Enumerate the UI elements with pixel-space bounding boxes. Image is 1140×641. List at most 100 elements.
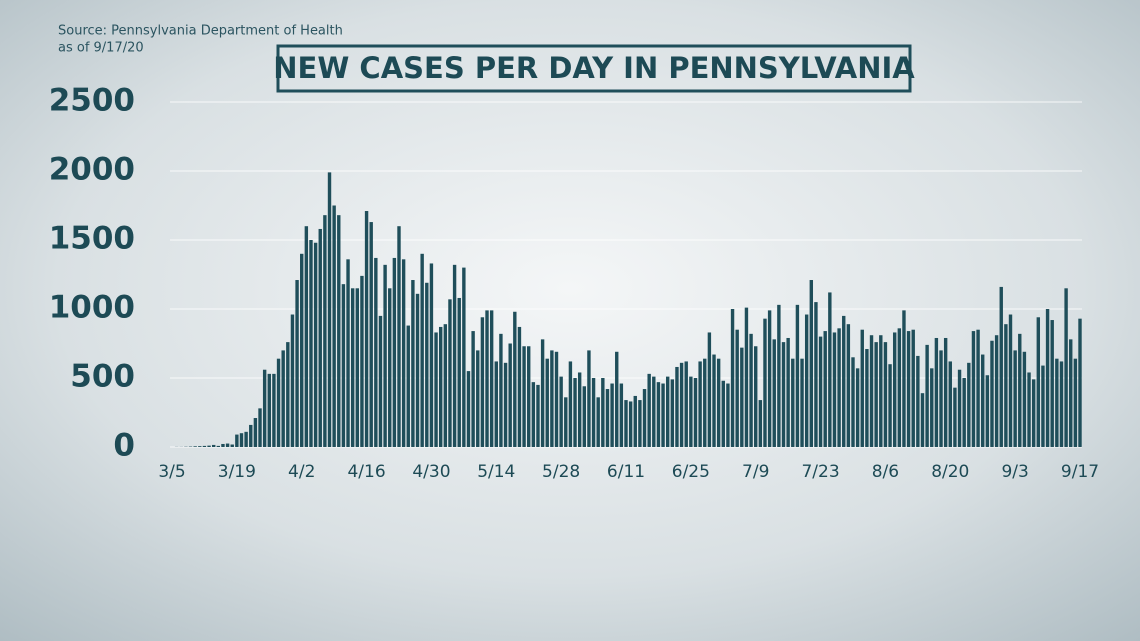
bar xyxy=(601,378,605,447)
bar xyxy=(457,297,461,447)
bar xyxy=(318,228,322,447)
bar xyxy=(707,332,712,447)
bar xyxy=(670,379,675,447)
bar xyxy=(346,259,350,447)
bar xyxy=(304,226,309,447)
bar xyxy=(633,395,637,447)
bar xyxy=(448,299,452,447)
bar xyxy=(531,382,536,447)
bar xyxy=(267,373,271,447)
bar xyxy=(892,332,897,447)
bar xyxy=(1041,365,1045,447)
bar xyxy=(624,400,628,447)
bar xyxy=(934,337,939,447)
bar xyxy=(596,397,600,447)
bar xyxy=(730,309,735,447)
bar xyxy=(262,369,267,447)
bar xyxy=(661,383,665,447)
bar xyxy=(1064,288,1068,447)
bar xyxy=(425,282,429,447)
bar xyxy=(327,172,332,447)
bar xyxy=(235,434,239,447)
bar xyxy=(772,339,776,447)
bar xyxy=(1045,309,1050,447)
bar xyxy=(1059,361,1064,447)
bar xyxy=(341,284,346,447)
bar xyxy=(744,307,749,447)
bar xyxy=(323,215,327,447)
bar xyxy=(276,358,281,447)
bar xyxy=(411,280,415,447)
bar xyxy=(415,293,420,447)
bar xyxy=(888,364,892,447)
bar xyxy=(879,335,883,447)
bar xyxy=(513,311,517,447)
bar xyxy=(452,264,457,447)
bar xyxy=(568,361,573,447)
bar xyxy=(1013,350,1017,447)
bar xyxy=(1069,339,1073,447)
bar xyxy=(476,350,480,447)
bar xyxy=(804,314,809,447)
bar xyxy=(967,362,971,447)
bar xyxy=(846,324,851,447)
y-tick-label: 2000 xyxy=(49,152,135,188)
bar xyxy=(638,400,642,447)
bar xyxy=(1018,333,1022,447)
bar xyxy=(795,304,800,447)
x-tick-label: 7/9 xyxy=(742,462,769,482)
bar xyxy=(615,351,619,447)
x-tick-label: 5/28 xyxy=(542,462,580,482)
bar xyxy=(781,342,786,447)
bar xyxy=(911,329,915,447)
bar xyxy=(429,263,434,447)
bar xyxy=(258,408,262,447)
bar xyxy=(388,288,392,447)
bar xyxy=(855,368,860,447)
bar xyxy=(971,331,976,447)
bar xyxy=(517,326,522,447)
bar xyxy=(1004,324,1008,447)
bar xyxy=(767,310,772,447)
bar xyxy=(758,400,763,447)
x-tick-label: 9/3 xyxy=(1001,462,1028,482)
note: as of 9/17/20 xyxy=(58,41,144,56)
source: Source: Pennsylvania Department of Healt… xyxy=(58,24,343,39)
bar xyxy=(740,347,744,447)
bar xyxy=(712,354,716,447)
title-box xyxy=(276,44,912,93)
bar xyxy=(300,253,304,447)
bar xyxy=(392,257,397,447)
bar xyxy=(420,253,424,447)
bar xyxy=(198,446,202,447)
bar xyxy=(221,443,225,447)
bar xyxy=(550,350,554,447)
bar xyxy=(953,387,957,447)
bar xyxy=(800,358,804,447)
bar xyxy=(610,383,614,447)
bar xyxy=(883,342,888,447)
bar xyxy=(948,361,952,447)
bar xyxy=(1008,314,1013,447)
bar xyxy=(916,355,920,447)
x-tick-label: 3/5 xyxy=(158,462,185,482)
x-tick-label: 3/19 xyxy=(218,462,256,482)
bar xyxy=(489,310,494,447)
bar xyxy=(1073,358,1078,447)
bar xyxy=(897,328,902,447)
bar xyxy=(281,350,285,447)
x-tick-label: 9/17 xyxy=(1061,462,1099,482)
bar xyxy=(647,373,651,447)
bar xyxy=(693,378,698,447)
bar xyxy=(434,332,438,447)
bar xyxy=(1031,379,1036,447)
bar xyxy=(406,325,410,447)
bar xyxy=(675,366,679,447)
bar xyxy=(193,446,197,447)
bar xyxy=(244,431,248,447)
bar xyxy=(582,386,587,447)
bar xyxy=(397,226,401,447)
bar xyxy=(962,378,966,447)
